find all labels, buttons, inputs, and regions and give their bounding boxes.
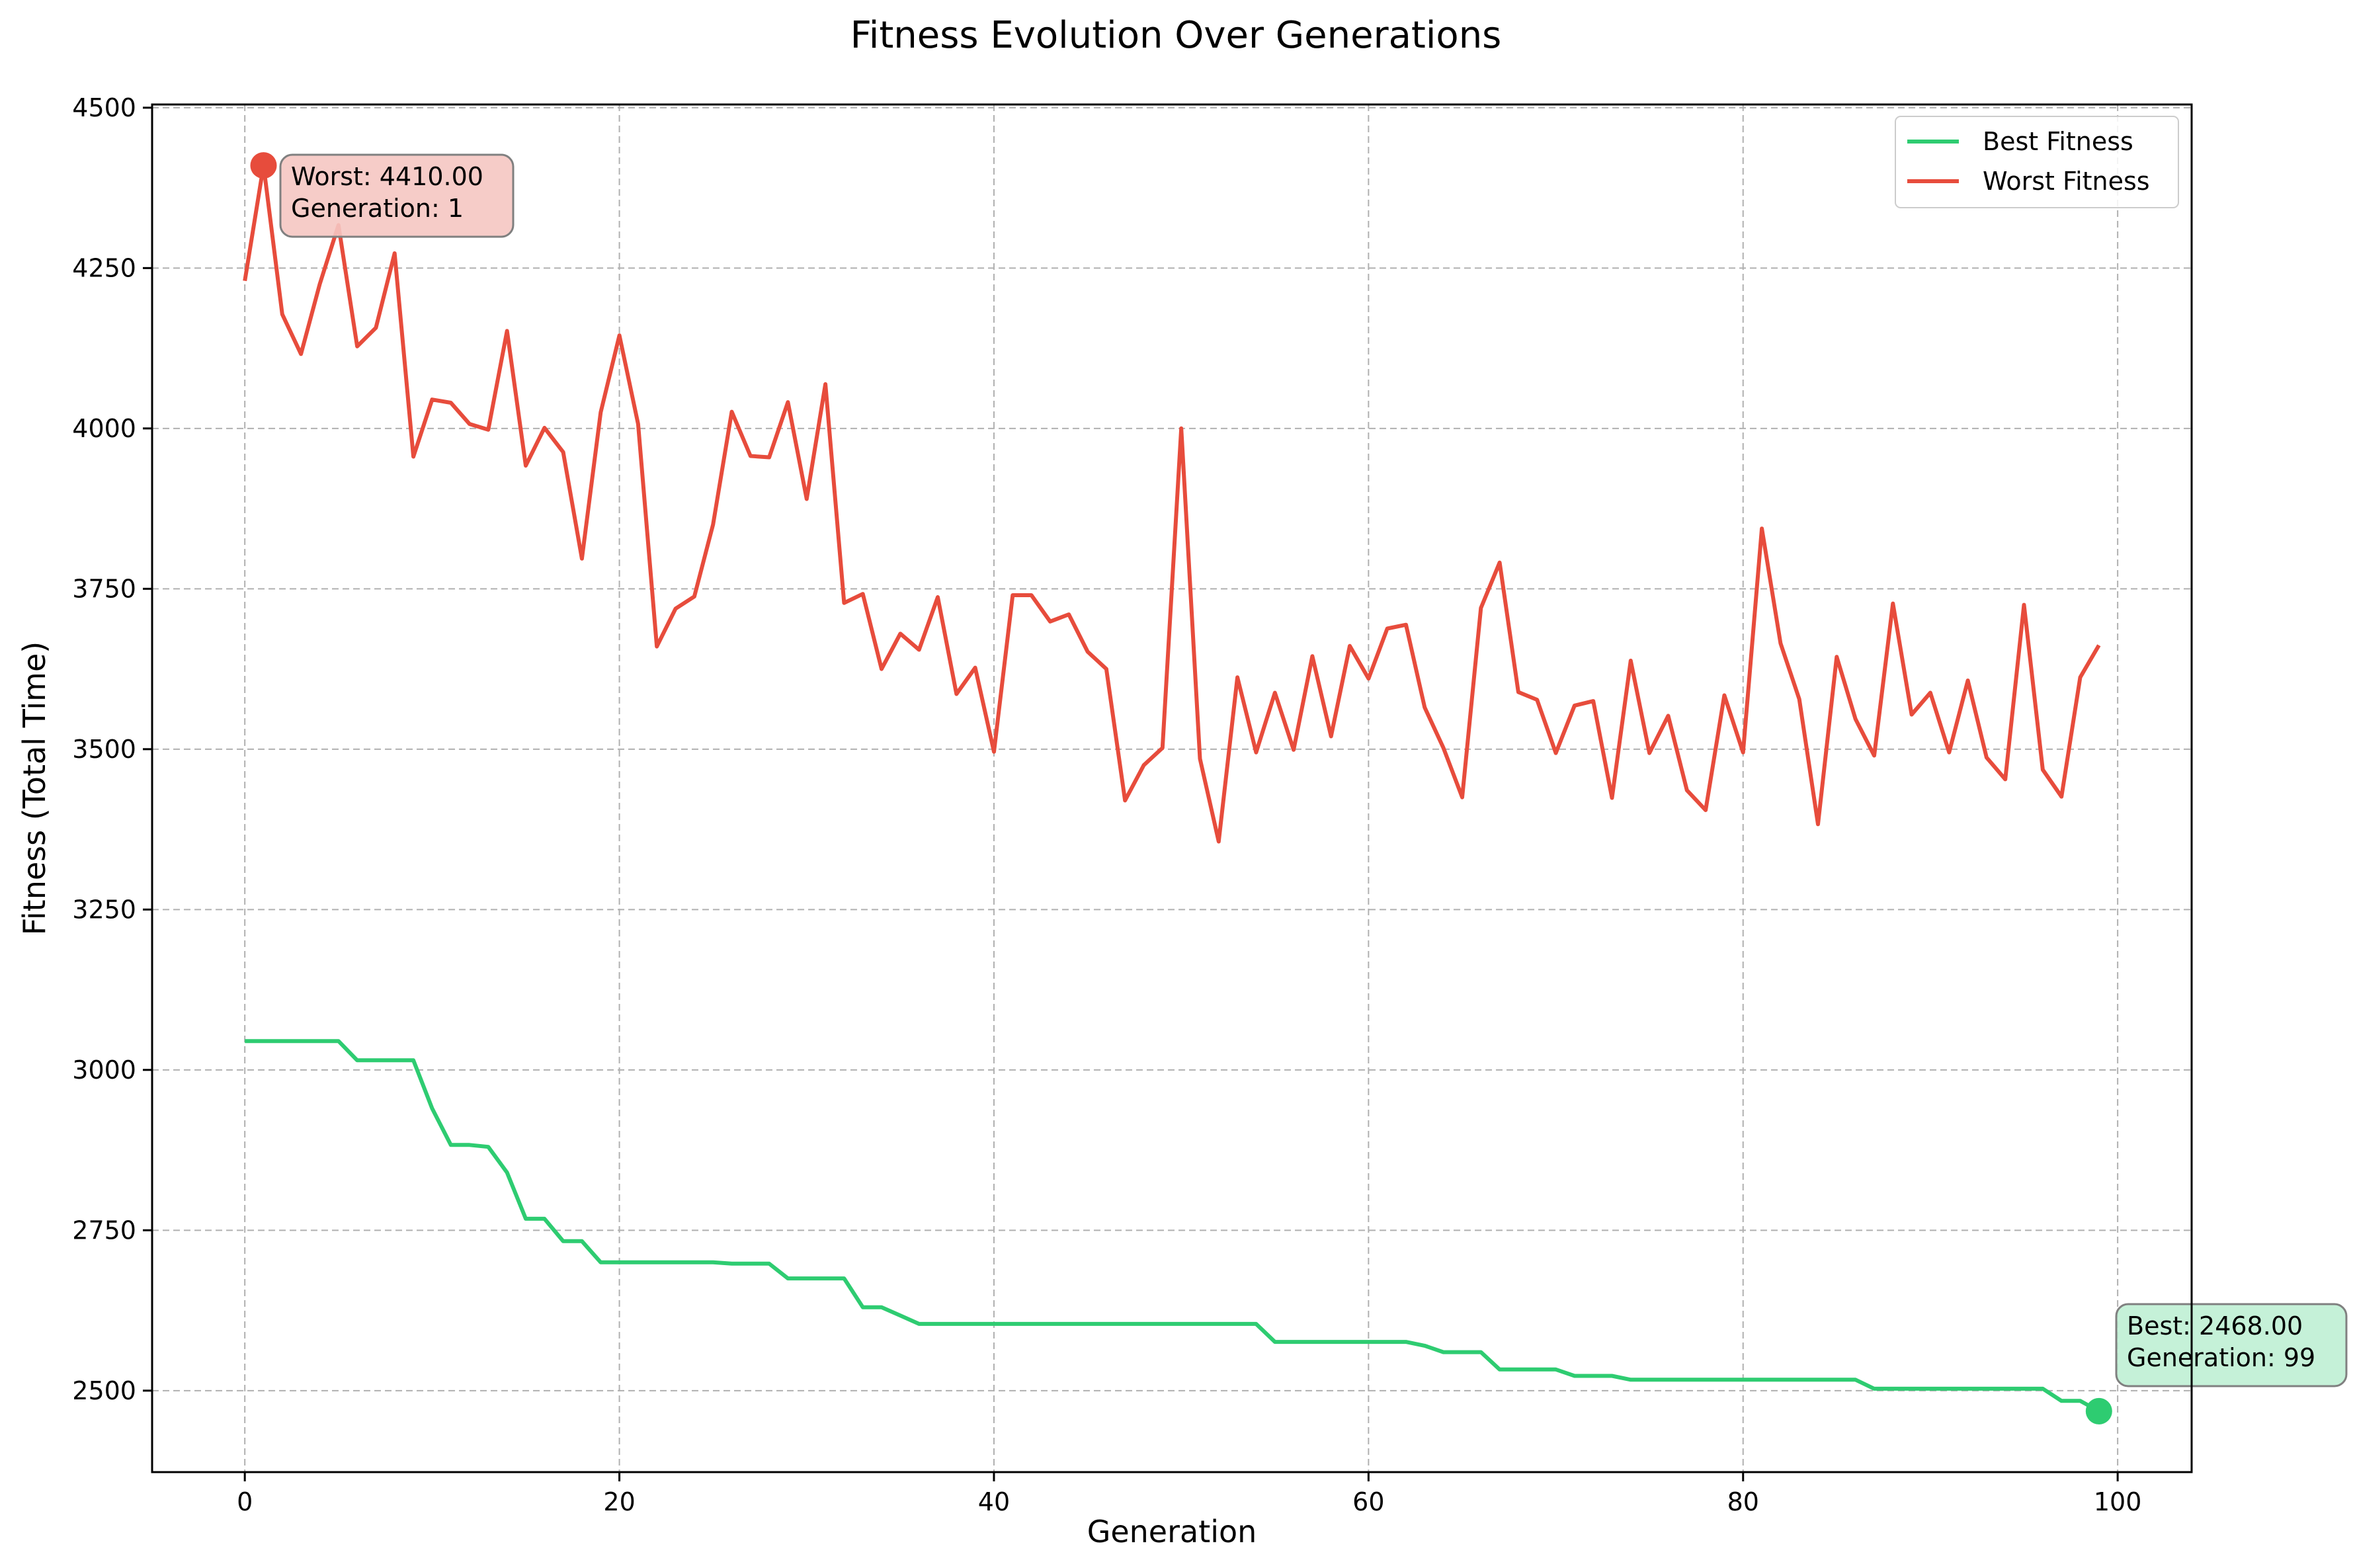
legend: Best Fitness Worst Fitness: [1895, 116, 2179, 208]
plot-frame: [151, 103, 2193, 1473]
legend-box: [1895, 116, 2179, 208]
best-fitness-line: [245, 1039, 2100, 1413]
axis-ticks: 0 20 40 60 80 100 2500 2750 3000 3250 3500 3750 4000…: [72, 93, 2141, 1516]
series-lines: [243, 163, 2101, 1413]
best-fitness-annotation-text: Best: 2468.00: [2127, 1311, 2303, 1341]
x-axis-label: Generation: [1087, 1514, 1257, 1549]
x-tick-label: 60: [1352, 1487, 1384, 1516]
best-fitness-annotation-text: Generation: 99: [2127, 1343, 2315, 1372]
worst-fitness-marker: [250, 152, 277, 179]
y-tick-label: 3500: [72, 735, 136, 764]
chart-title: Fitness Evolution Over Generations: [850, 14, 1502, 57]
y-tick-label: 2500: [72, 1376, 136, 1405]
y-tick-label: 3250: [72, 895, 136, 924]
y-tick-label: 3000: [72, 1055, 136, 1085]
x-tick-label: 0: [237, 1487, 253, 1516]
best-fitness-legend-label: Best Fitness: [1983, 127, 2133, 156]
y-tick-label: 4500: [72, 93, 136, 122]
y-axis-label: Fitness (Total Time): [17, 641, 52, 935]
worst-fitness-annotation-box: [279, 153, 515, 238]
x-tick-label: 40: [978, 1487, 1010, 1516]
y-tick-label: 4000: [72, 414, 136, 443]
worst-fitness-legend-label: Worst Fitness: [1983, 167, 2150, 196]
y-tick-label: 2750: [72, 1216, 136, 1245]
x-tick-label: 80: [1727, 1487, 1759, 1516]
worst-fitness-annotation-text: Generation: 1: [291, 194, 464, 223]
y-tick-label: 4250: [72, 253, 136, 282]
x-tick-label: 20: [603, 1487, 635, 1516]
best-fitness-annotation-box: [2115, 1303, 2348, 1387]
x-tick-label: 100: [2094, 1487, 2142, 1516]
worst-fitness-annotation-text: Worst: 4410.00: [291, 162, 483, 191]
y-tick-label: 3750: [72, 574, 136, 603]
worst-fitness-line: [243, 163, 2101, 844]
annotations: Worst: 4410.00 Generation: 1 Best: 2468.00…: [250, 152, 2348, 1424]
best-fitness-marker: [2085, 1397, 2112, 1424]
